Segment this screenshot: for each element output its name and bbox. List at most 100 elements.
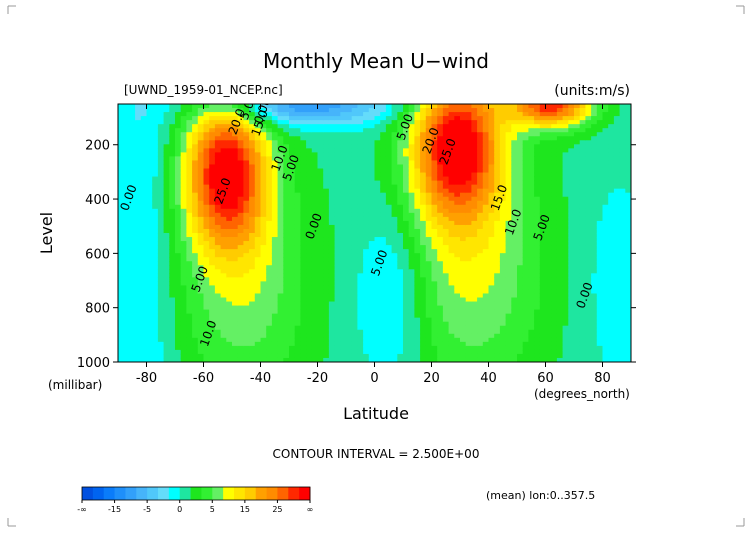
field-cell <box>511 132 518 137</box>
field-cell <box>403 192 410 198</box>
field-cell <box>454 212 461 218</box>
field-cell <box>346 257 353 262</box>
field-cell <box>328 345 336 351</box>
field-cell <box>448 277 455 282</box>
field-cell <box>123 305 130 311</box>
field-cell <box>306 297 313 303</box>
field-cell <box>488 108 495 113</box>
field-cell <box>374 257 381 262</box>
field-cell <box>271 116 279 121</box>
field-cell <box>351 120 358 125</box>
field-cell <box>477 220 484 226</box>
field-cell <box>408 116 415 121</box>
field-cell <box>214 305 222 311</box>
field-cell <box>277 285 284 291</box>
field-cell <box>237 321 244 327</box>
field-cell <box>420 136 427 141</box>
field-cell <box>118 301 125 307</box>
field-cell <box>488 241 495 246</box>
field-cell <box>545 116 552 121</box>
field-cell <box>129 112 136 117</box>
field-cell <box>129 184 136 190</box>
field-cell <box>556 120 564 125</box>
field-cell <box>374 168 381 174</box>
field-cell <box>237 136 244 141</box>
field-cell <box>163 333 170 339</box>
field-cell <box>494 257 501 262</box>
field-cell <box>477 112 484 117</box>
field-cell <box>146 289 153 295</box>
field-cell <box>431 176 438 182</box>
field-cell <box>254 216 262 222</box>
field-cell <box>203 132 210 137</box>
field-cell <box>420 265 427 270</box>
field-cell <box>249 228 256 234</box>
field-cell <box>551 257 558 262</box>
field-cell <box>152 261 159 266</box>
field-cell <box>186 257 193 262</box>
field-cell <box>414 301 421 307</box>
field-cell <box>266 172 273 178</box>
field-cell <box>397 321 404 327</box>
field-cell <box>186 269 193 274</box>
field-cell <box>460 152 467 158</box>
field-cell <box>271 156 279 162</box>
field-cell <box>437 136 444 141</box>
field-cell <box>477 144 484 149</box>
field-cell <box>271 341 279 347</box>
field-cell <box>323 277 330 282</box>
field-cell <box>283 261 290 266</box>
field-cell <box>488 204 495 210</box>
field-cell <box>306 140 313 145</box>
field-cell <box>437 233 444 238</box>
field-cell <box>408 224 415 230</box>
field-cell <box>471 228 478 234</box>
field-cell <box>311 253 319 258</box>
field-cell <box>460 104 467 109</box>
field-cell <box>454 321 461 327</box>
field-cell <box>380 325 387 331</box>
field-cell <box>403 325 410 331</box>
field-cell <box>420 273 427 278</box>
field-cell <box>351 184 358 190</box>
field-cell <box>260 269 267 274</box>
field-cell <box>403 184 410 190</box>
field-cell <box>232 176 239 182</box>
field-cell <box>323 228 330 234</box>
field-cell <box>129 285 136 291</box>
field-cell <box>363 196 370 202</box>
field-cell <box>351 293 358 299</box>
field-cell <box>505 172 512 178</box>
field-cell <box>465 216 472 222</box>
field-cell <box>460 241 467 246</box>
field-cell <box>118 305 125 311</box>
field-cell <box>539 164 547 170</box>
field-cell <box>499 353 507 359</box>
field-cell <box>408 160 415 166</box>
field-cell <box>499 156 507 162</box>
field-cell <box>192 337 199 343</box>
field-cell <box>414 156 421 162</box>
field-cell <box>209 321 216 327</box>
field-cell <box>511 140 518 145</box>
field-cell <box>334 301 341 307</box>
field-cell <box>522 208 529 214</box>
field-cell <box>374 325 381 331</box>
field-cell <box>403 317 410 323</box>
field-cell <box>380 184 387 190</box>
field-cell <box>346 212 353 218</box>
field-cell <box>243 104 250 109</box>
field-cell <box>271 253 279 258</box>
field-cell <box>460 172 467 178</box>
field-cell <box>380 257 387 262</box>
field-cell <box>271 309 279 315</box>
field-cell <box>425 309 433 315</box>
field-cell <box>294 116 301 121</box>
field-cell <box>289 333 296 339</box>
field-cell <box>363 249 370 254</box>
field-cell <box>425 116 433 121</box>
field-cell <box>414 140 421 145</box>
field-cell <box>254 212 262 218</box>
field-cell <box>545 297 552 303</box>
field-cell <box>323 148 330 153</box>
